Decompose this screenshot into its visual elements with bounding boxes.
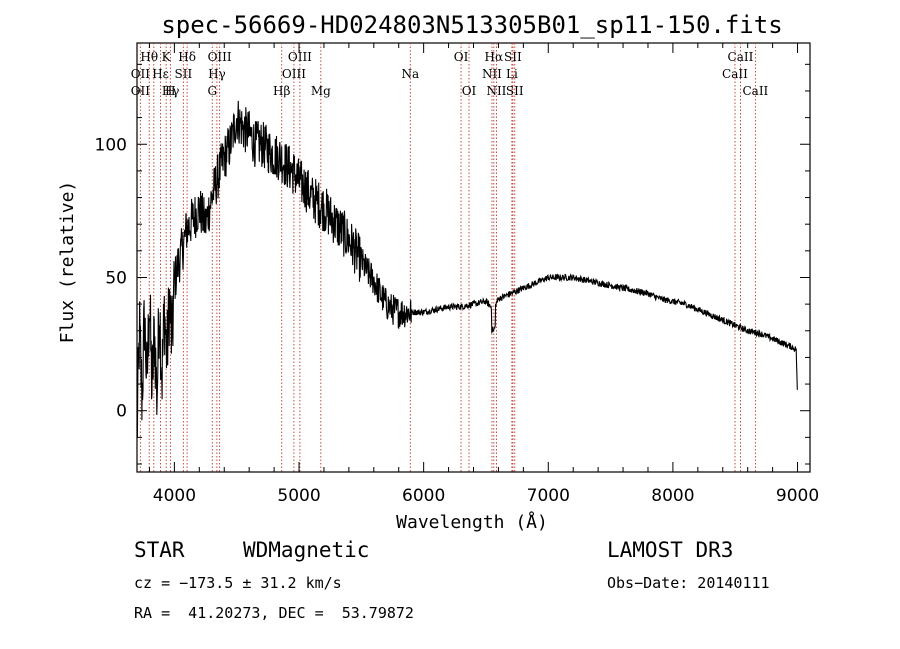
chart-title: spec-56669-HD024803N513305B01_sp11-150.f… bbox=[161, 11, 782, 39]
y-tick-label: 0 bbox=[116, 402, 127, 422]
x-tick-label: 5000 bbox=[277, 486, 320, 506]
spectral-line-label: Na bbox=[401, 67, 419, 81]
spectral-line-label: OI bbox=[454, 50, 469, 64]
spectral-line-label: OIII bbox=[208, 50, 232, 64]
flux-series-line bbox=[136, 100, 798, 439]
spectral-line-label: SII bbox=[506, 84, 524, 98]
spectral-line-label: Hα bbox=[485, 50, 504, 64]
spectral-line-label: CaII bbox=[722, 67, 748, 81]
spectral-line-label: H bbox=[165, 84, 175, 98]
spectral-line-label: OIII bbox=[282, 67, 306, 81]
spectral-line-label: Hγ bbox=[162, 84, 180, 98]
spectral-line-label: OI bbox=[462, 84, 477, 98]
spectral-line-label: Hδ bbox=[178, 50, 196, 64]
x-tick-label: 9000 bbox=[776, 486, 819, 506]
spectral-line-label: K bbox=[162, 50, 172, 64]
y-tick-label: 100 bbox=[95, 135, 127, 155]
x-axis-ticks: 4000 5000 6000 7000 8000 9000 bbox=[148, 43, 819, 506]
spectral-line-label: Mg bbox=[311, 84, 331, 98]
spectral-line-label: NII bbox=[486, 84, 506, 98]
spectral-line-label: SII bbox=[504, 50, 522, 64]
object-subclass: WDMagnetic bbox=[243, 538, 370, 562]
spectral-line-label: Li bbox=[506, 67, 518, 81]
object-class: STAR bbox=[134, 538, 185, 562]
x-tick-label: 6000 bbox=[402, 486, 445, 506]
spectral-line-label: NII bbox=[482, 67, 502, 81]
x-axis-label: Wavelength (Å) bbox=[396, 511, 548, 533]
y-axis-ticks: 0 50 100 bbox=[95, 63, 810, 465]
y-axis-label: Flux (relative) bbox=[57, 181, 78, 344]
redshift-velocity: cz = −173.5 ± 31.2 km/s bbox=[134, 574, 342, 592]
spectral-line-label: CaII bbox=[728, 50, 754, 64]
x-tick-label: 4000 bbox=[153, 486, 196, 506]
spectral-line-markers bbox=[139, 43, 756, 472]
spectral-line-label: G bbox=[207, 84, 217, 98]
spectral-line-label: Hθ bbox=[140, 50, 158, 64]
observation-date: Obs−Date: 20140111 bbox=[607, 574, 770, 592]
spectral-line-label: CaII bbox=[742, 84, 768, 98]
y-tick-label: 50 bbox=[105, 268, 127, 288]
x-tick-label: 8000 bbox=[651, 486, 694, 506]
x-tick-label: 7000 bbox=[527, 486, 570, 506]
spectral-line-label: Hγ bbox=[208, 67, 226, 81]
spectral-line-label: Hβ bbox=[273, 84, 290, 98]
spectral-line-label: SII bbox=[175, 67, 193, 81]
survey-name: LAMOST DR3 bbox=[607, 538, 734, 562]
spectral-line-label: OIII bbox=[288, 50, 312, 64]
spectral-line-label: OII bbox=[131, 67, 151, 81]
coordinates: RA = 41.20273, DEC = 53.79872 bbox=[134, 604, 414, 622]
spectral-line-label: Hε bbox=[152, 67, 169, 81]
